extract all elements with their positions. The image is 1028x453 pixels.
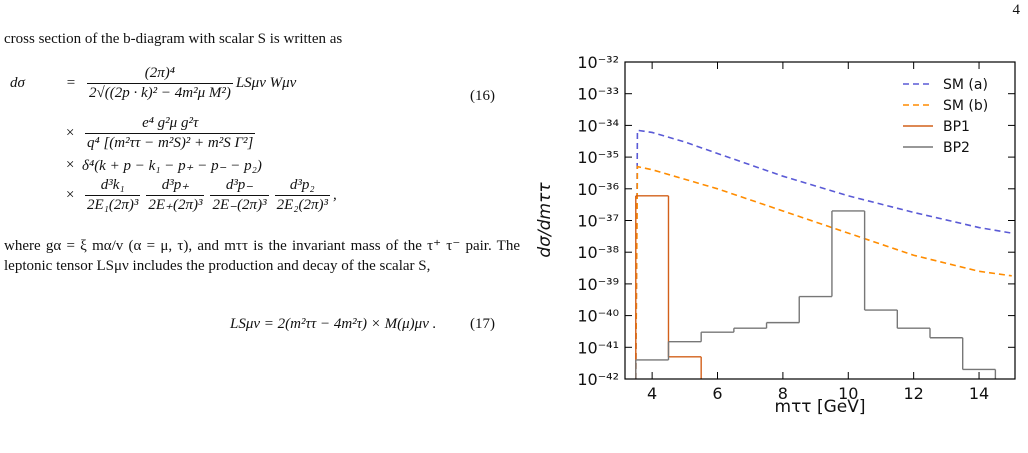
numerator: e⁴ g²μ g²τ (142, 115, 199, 131)
denominator: 2E₊(2π)³ (146, 195, 205, 213)
x-tick-label: 8 (778, 384, 788, 403)
eq-op: × (64, 187, 76, 203)
legend-label: BP1 (943, 119, 970, 135)
fraction: (2π)⁴ 2√((2p · k)² − 4m²μ M²) (87, 64, 233, 103)
eq-number: (16) (470, 88, 495, 104)
y-tick-label: 10⁻³⁷ (577, 212, 619, 231)
series-line (634, 129, 1012, 379)
numerator: (2π)⁴ (144, 65, 176, 81)
legend-label: BP2 (943, 140, 970, 156)
denominator: 2√((2p · k)² − 4m²μ M²) (87, 83, 233, 101)
x-tick-label: 14 (969, 384, 989, 403)
numerator: d³k₁ (100, 177, 125, 193)
legend-label: SM (a) (943, 77, 988, 93)
fraction: d³p₊ 2E₊(2π)³ (146, 176, 205, 215)
y-tick-label: 10⁻³⁴ (577, 116, 619, 135)
x-tick-label: 6 (712, 384, 722, 403)
y-tick-label: 10⁻³³ (577, 85, 619, 104)
denominator: 2E₂(2π)³ (274, 195, 330, 213)
y-tick-label: 10⁻³⁹ (577, 275, 619, 294)
numerator: d³p₊ (161, 177, 190, 193)
eq-sign: = (66, 75, 76, 91)
eq-op: × (64, 125, 76, 141)
numerator: d³p₂ (289, 177, 315, 193)
series-line (634, 165, 1012, 379)
denominator: 2E₁(2π)³ (85, 195, 141, 213)
fraction: e⁴ g²μ g²τ q⁴ [(m²ττ − m²S)² + m²S Γ²] (85, 114, 256, 153)
eq-lhs: dσ (10, 75, 25, 91)
eq-op: × (64, 157, 76, 173)
numerator: d³p₋ (225, 177, 254, 193)
y-tick-label: 10⁻⁴¹ (577, 338, 619, 357)
fraction: d³p₋ 2E₋(2π)³ (210, 176, 269, 215)
eq-term: LSμν Wμν (235, 75, 297, 91)
x-tick-label: 4 (647, 384, 657, 403)
punctuation: , (332, 187, 337, 203)
legend-label: SM (b) (943, 98, 988, 114)
y-tick-label: 10⁻³⁶ (577, 180, 619, 199)
paragraph: cross section of the b-diagram with scal… (4, 31, 343, 47)
y-axis-label: dσ/dmττ (535, 182, 555, 258)
equation-row: dσ = (2π)⁴ 2√((2p · k)² − 4m²μ M²) LSμν … (10, 64, 296, 103)
paragraph: where gα = ξ mα/v (α = μ, τ), and mττ is… (4, 238, 520, 274)
equation-row: × δ⁴(k + p − k₁ − p₊ − p₋ − p₂) (58, 156, 262, 175)
eq-number: (17) (470, 316, 495, 332)
y-tick-label: 10⁻³⁸ (577, 243, 619, 262)
page-number: 4 (1012, 2, 1021, 18)
fraction: d³k₁ 2E₁(2π)³ (85, 176, 141, 215)
plot-area (634, 129, 1012, 379)
plot-frame (624, 61, 1016, 380)
y-tick-label: 10⁻⁴² (577, 370, 619, 389)
x-tick-label: 10 (838, 384, 858, 403)
equation-row: × e⁴ g²μ g²τ q⁴ [(m²ττ − m²S)² + m²S Γ²] (58, 114, 258, 153)
x-axis-label: mττ [GeV] (775, 397, 866, 417)
x-tick-label: 12 (903, 384, 923, 403)
equation: LSμν = 2(m²ττ − 4m²τ) × M(μ)μν . (230, 316, 437, 332)
y-tick-label: 10⁻³² (577, 53, 619, 72)
denominator: q⁴ [(m²ττ − m²S)² + m²S Γ²] (85, 133, 256, 151)
y-tick-label: 10⁻³⁵ (577, 148, 619, 167)
denominator: 2E₋(2π)³ (210, 195, 269, 213)
equation-row: × d³k₁ 2E₁(2π)³ d³p₊ 2E₊(2π)³ d³p₋ 2E₋(2π)³ d³… (58, 176, 337, 215)
y-tick-label: 10⁻⁴⁰ (577, 307, 619, 326)
eq-term: δ⁴(k + p − k₁ − p₊ − p₋ − p₂) (82, 158, 262, 174)
fraction: d³p₂ 2E₂(2π)³ (274, 176, 330, 215)
